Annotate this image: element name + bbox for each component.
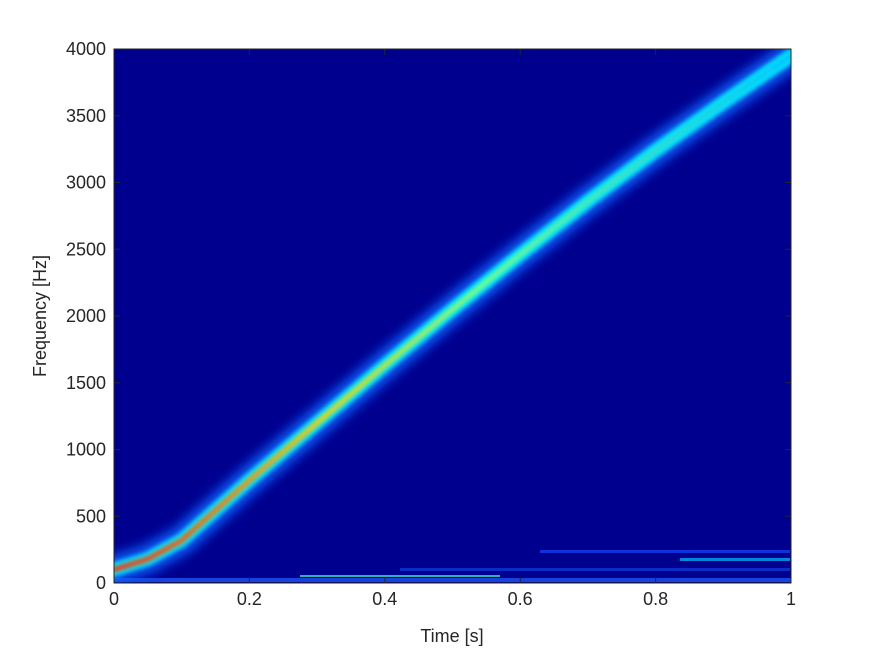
x-axis-label: Time [s] [420, 626, 483, 646]
y-tick-label: 4000 [66, 39, 106, 59]
y-tick-label: 3500 [66, 106, 106, 126]
y-tick-label: 1000 [66, 440, 106, 460]
y-tick-label: 500 [76, 506, 106, 526]
x-tick-label: 0.6 [508, 589, 533, 609]
y-tick-label: 2500 [66, 239, 106, 259]
ridge-core [114, 53, 791, 573]
x-tick-label: 0 [109, 589, 119, 609]
x-tick-label: 0.8 [643, 589, 668, 609]
y-axis-label: Frequency [Hz] [30, 255, 50, 377]
x-tick-label: 0.2 [237, 589, 262, 609]
y-tick-label: 0 [96, 573, 106, 593]
y-tick-label: 3000 [66, 173, 106, 193]
plot-area [114, 49, 791, 583]
y-tick-label: 1500 [66, 373, 106, 393]
y-tick-label: 2000 [66, 306, 106, 326]
x-tick-label: 0.4 [372, 589, 397, 609]
low-frequency-noise [114, 550, 791, 582]
x-tick-label: 1 [786, 589, 796, 609]
